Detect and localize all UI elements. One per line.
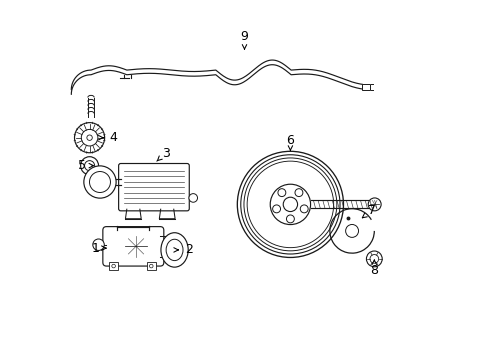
- Circle shape: [149, 264, 153, 268]
- Circle shape: [367, 198, 380, 211]
- Ellipse shape: [166, 239, 183, 261]
- Circle shape: [237, 151, 343, 257]
- Bar: [147, 262, 155, 270]
- Circle shape: [81, 129, 98, 146]
- Ellipse shape: [161, 233, 188, 267]
- Circle shape: [246, 161, 333, 248]
- Circle shape: [84, 161, 94, 171]
- Circle shape: [81, 157, 99, 175]
- Text: 3: 3: [157, 147, 169, 161]
- Circle shape: [87, 135, 92, 140]
- Circle shape: [366, 251, 382, 267]
- Text: 9: 9: [240, 30, 248, 49]
- Circle shape: [93, 239, 104, 251]
- Circle shape: [240, 155, 339, 254]
- Circle shape: [112, 264, 115, 268]
- Text: 7: 7: [362, 204, 375, 218]
- Text: 6: 6: [286, 134, 294, 150]
- Circle shape: [294, 189, 302, 197]
- Ellipse shape: [167, 238, 171, 254]
- Text: 2: 2: [173, 243, 192, 256]
- Circle shape: [244, 158, 336, 251]
- Circle shape: [270, 184, 310, 225]
- Circle shape: [300, 205, 307, 213]
- Circle shape: [74, 123, 104, 153]
- Circle shape: [272, 205, 280, 213]
- Bar: [362, 84, 369, 90]
- Text: 8: 8: [369, 260, 378, 277]
- Bar: [109, 262, 118, 270]
- Circle shape: [345, 225, 358, 237]
- Text: 1: 1: [92, 242, 106, 255]
- Ellipse shape: [165, 235, 172, 257]
- Text: 4: 4: [98, 131, 117, 144]
- Text: 5: 5: [78, 159, 93, 172]
- Circle shape: [89, 171, 110, 193]
- Circle shape: [188, 194, 197, 202]
- FancyBboxPatch shape: [119, 163, 189, 211]
- Circle shape: [283, 197, 297, 212]
- Circle shape: [83, 166, 116, 198]
- FancyBboxPatch shape: [102, 226, 163, 266]
- Circle shape: [369, 255, 378, 263]
- Circle shape: [286, 215, 294, 223]
- Circle shape: [277, 189, 285, 197]
